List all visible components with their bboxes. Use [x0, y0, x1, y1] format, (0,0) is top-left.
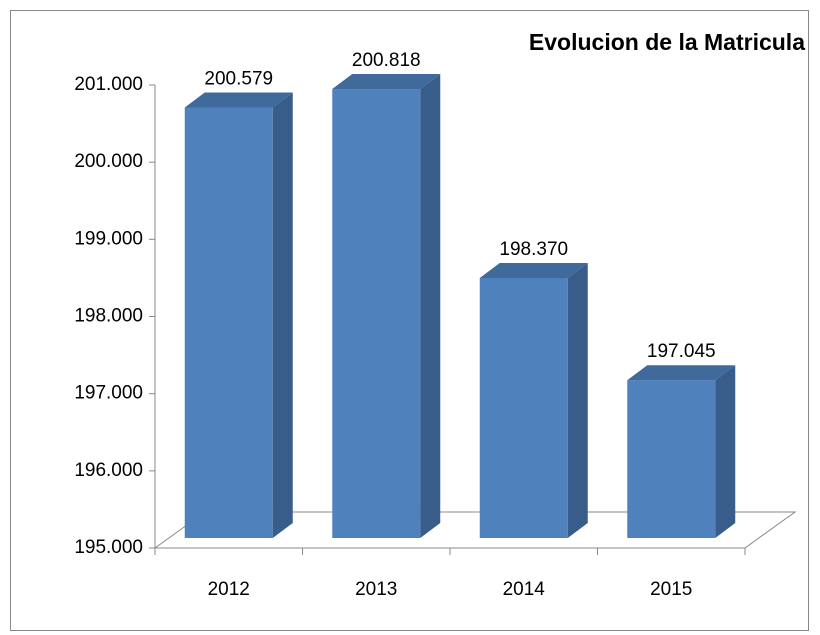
- value-label: 200.818: [352, 50, 421, 71]
- bar-side: [420, 74, 441, 538]
- x-tick-label: 2014: [503, 579, 546, 600]
- bar: [184, 92, 293, 538]
- bar: [627, 365, 736, 538]
- y-tick-label: 200.000: [74, 151, 143, 172]
- value-label: 198.370: [499, 239, 568, 260]
- y-tick-label: 196.000: [74, 460, 143, 481]
- y-tick-label: 201.000: [74, 74, 143, 95]
- bar-side: [715, 365, 736, 538]
- bar-front: [332, 89, 421, 538]
- y-tick-label: 198.000: [74, 306, 143, 327]
- bar-top: [184, 92, 293, 108]
- bar-top: [627, 365, 736, 381]
- value-label: 197.045: [647, 341, 716, 362]
- y-tick-label: 199.000: [74, 228, 143, 249]
- bar-side: [272, 92, 293, 538]
- y-tick-label: 197.000: [74, 383, 143, 404]
- bar: [479, 262, 588, 538]
- bar-top: [479, 262, 588, 278]
- bar-top: [332, 74, 441, 90]
- x-tick-label: 2013: [355, 579, 397, 600]
- bar: [332, 74, 441, 538]
- x-tick-label: 2012: [208, 579, 250, 600]
- chart-title: Evolucion de la Matricula: [529, 29, 805, 55]
- value-label: 200.579: [204, 69, 273, 90]
- bar-front: [184, 107, 273, 538]
- bar-front: [479, 277, 568, 538]
- y-tick-label: 195.000: [74, 537, 143, 558]
- bar-front: [627, 380, 716, 538]
- x-tick-label: 2015: [650, 579, 692, 600]
- bar-side: [567, 262, 588, 538]
